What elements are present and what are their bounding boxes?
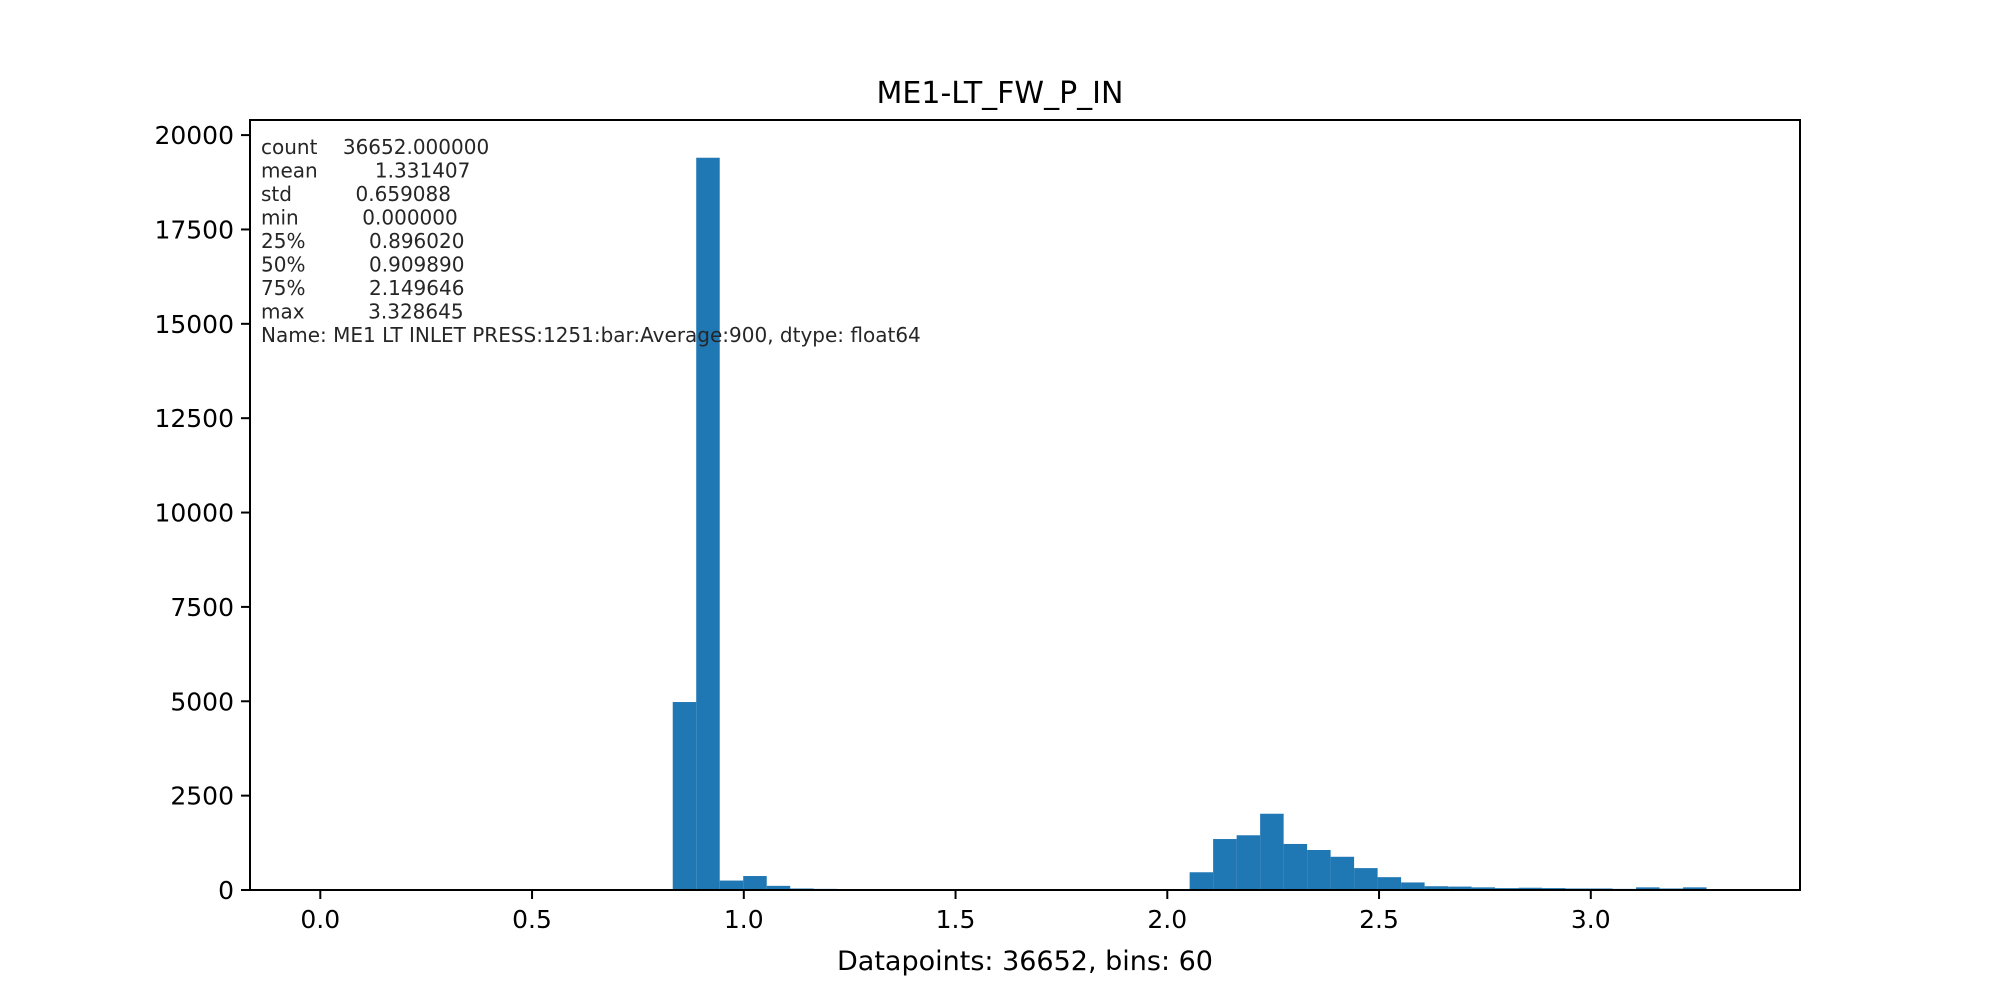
y-tick-label: 10000: [154, 499, 234, 528]
histogram-bar: [766, 885, 791, 890]
chart-title: ME1-LT_FW_P_IN: [877, 76, 1124, 111]
histogram-bar: [1636, 887, 1660, 890]
histogram-bar: [1354, 868, 1378, 890]
y-tick-label: 7500: [170, 593, 234, 622]
y-tick-label: 17500: [154, 215, 234, 244]
stats-line: 75% 2.149646: [261, 276, 464, 300]
x-tick-label: 1.0: [724, 905, 764, 934]
plot-frame: [249, 119, 1801, 891]
stats-line: std 0.659088: [261, 182, 451, 206]
x-tick-label: 1.5: [936, 905, 976, 934]
histogram-bar: [1401, 882, 1425, 890]
histogram-bar: [696, 157, 720, 890]
histogram-bar: [1189, 872, 1214, 890]
bars-group: [320, 157, 1731, 890]
stats-line: count 36652.000000: [261, 135, 489, 159]
x-tick-label: 2.0: [1147, 905, 1187, 934]
histogram-bar: [1683, 887, 1707, 890]
histogram-bar: [1471, 887, 1496, 890]
x-axis: 0.0 0.5 1.0 1.5 2.0 2.5 3.0: [300, 890, 1611, 934]
y-tick-label: 2500: [170, 782, 234, 811]
y-tick-label: 5000: [170, 687, 234, 716]
stats-line: Name: ME1 LT INLET PRESS:1251:bar:Averag…: [261, 323, 921, 347]
histogram-bar: [1448, 886, 1472, 890]
stats-annotation: count 36652.000000 mean 1.331407 std 0.659…: [261, 135, 921, 347]
histogram-bar: [1260, 813, 1284, 890]
stats-line: max 3.328645: [261, 300, 464, 324]
stats-line: mean 1.331407: [261, 159, 470, 183]
histogram-bar: [1213, 839, 1237, 890]
histogram-bar: [1283, 843, 1308, 890]
histogram-bar: [719, 880, 744, 890]
histogram-bar: [1424, 886, 1449, 890]
y-axis: 0 2500 5000 7500 10000 12500 15000 17500 20000: [154, 121, 250, 905]
stats-line: min 0.000000: [261, 206, 458, 230]
histogram-bar: [1330, 856, 1355, 890]
x-tick-label: 3.0: [1571, 905, 1611, 934]
histogram-bar: [743, 876, 767, 890]
histogram-bar: [1377, 877, 1402, 890]
y-tick-label: 0: [218, 876, 234, 905]
histogram-bar: [1307, 849, 1331, 890]
histogram-bar: [672, 702, 697, 890]
stats-line: 25% 0.896020: [261, 229, 464, 253]
y-tick-label: 12500: [154, 404, 234, 433]
stats-line: 50% 0.909890: [261, 253, 464, 277]
y-tick-label: 20000: [154, 121, 234, 150]
x-tick-label: 2.5: [1359, 905, 1399, 934]
x-tick-label: 0.0: [300, 905, 340, 934]
x-tick-label: 0.5: [512, 905, 552, 934]
y-tick-label: 15000: [154, 310, 234, 339]
histogram-bar: [1236, 835, 1261, 890]
histogram-bar: [1518, 887, 1543, 890]
x-axis-label: Datapoints: 36652, bins: 60: [837, 946, 1213, 977]
